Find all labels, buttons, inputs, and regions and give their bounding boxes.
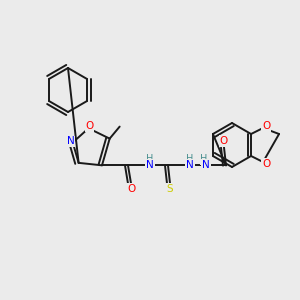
Text: N: N (202, 160, 210, 170)
Text: O: O (85, 121, 94, 131)
Text: N: N (186, 160, 194, 170)
Text: O: O (127, 184, 135, 194)
Text: H: H (186, 154, 194, 164)
Text: H: H (200, 154, 208, 164)
Text: O: O (262, 159, 270, 169)
Text: N: N (146, 160, 154, 170)
Text: O: O (262, 121, 270, 131)
Text: H: H (146, 154, 154, 164)
Text: N: N (67, 136, 75, 146)
Text: O: O (220, 136, 228, 146)
Text: S: S (167, 184, 173, 194)
